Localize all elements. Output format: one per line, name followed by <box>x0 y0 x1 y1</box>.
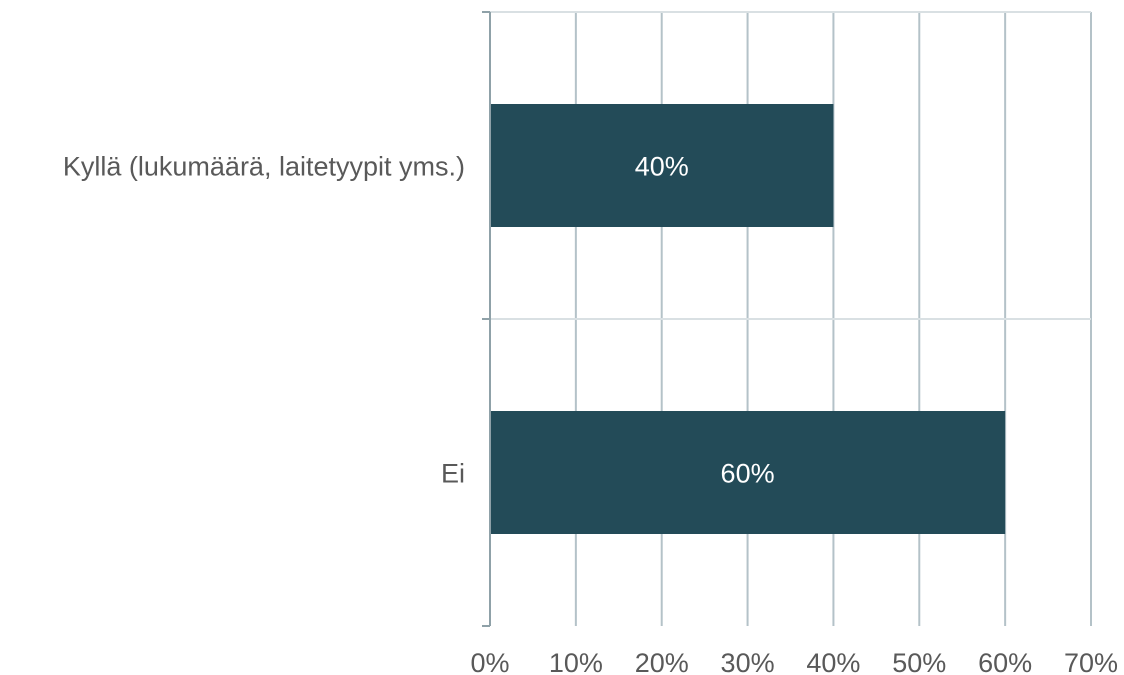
category-label: Ei <box>441 459 465 489</box>
x-tick-label: 40% <box>806 648 860 675</box>
x-tick-label: 20% <box>635 648 689 675</box>
axes <box>482 11 491 627</box>
x-tick-label: 70% <box>1064 648 1118 675</box>
bar <box>490 411 1006 534</box>
x-tick-label: 50% <box>892 648 946 675</box>
bars <box>490 104 1006 534</box>
data-label: 60% <box>721 459 775 489</box>
x-tick-label: 30% <box>721 648 775 675</box>
data-label: 40% <box>635 152 689 182</box>
category-label: Kyllä (lukumäärä, laitetyypit yms.) <box>63 152 465 182</box>
x-tick-label: 10% <box>549 648 603 675</box>
x-tick-label: 60% <box>978 648 1032 675</box>
x-tick-label: 0% <box>470 648 509 675</box>
labels: 40% Kyllä (lukumäärä, laitetyypit yms.) 60… <box>63 152 1118 675</box>
bar <box>490 104 834 227</box>
